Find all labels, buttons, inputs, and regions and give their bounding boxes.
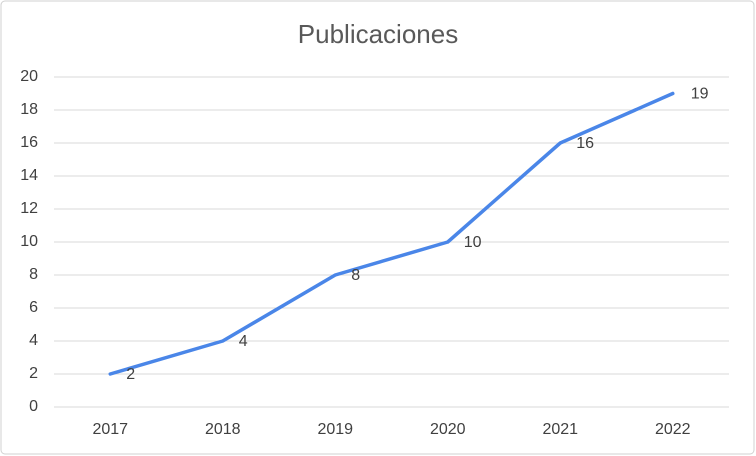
y-tick-label: 18 — [20, 101, 38, 118]
y-tick-label: 20 — [20, 68, 38, 85]
x-tick-label: 2021 — [542, 421, 578, 438]
x-tick-label: 2018 — [205, 421, 241, 438]
y-tick-label: 2 — [29, 365, 38, 382]
data-line — [108, 91, 675, 376]
y-tick-label: 10 — [20, 233, 38, 250]
data-label: 4 — [239, 333, 248, 350]
y-tick-label: 0 — [29, 398, 38, 415]
data-label: 16 — [576, 135, 594, 152]
y-tick-label: 4 — [29, 332, 38, 349]
data-label: 8 — [351, 267, 360, 284]
x-tick-label: 2019 — [317, 421, 353, 438]
x-tick-label: 2022 — [655, 421, 691, 438]
y-tick-label: 12 — [20, 200, 38, 217]
data-label: 2 — [126, 366, 135, 383]
y-tick-label: 6 — [29, 299, 38, 316]
data-label: 19 — [691, 86, 709, 103]
data-label: 10 — [464, 234, 482, 251]
chart-title: Publicaciones — [298, 19, 458, 49]
y-tick-label: 16 — [20, 134, 38, 151]
x-tick-label: 2020 — [430, 421, 466, 438]
y-tick-label: 8 — [29, 266, 38, 283]
x-tick-label: 2017 — [92, 421, 128, 438]
y-tick-label: 14 — [20, 167, 38, 184]
